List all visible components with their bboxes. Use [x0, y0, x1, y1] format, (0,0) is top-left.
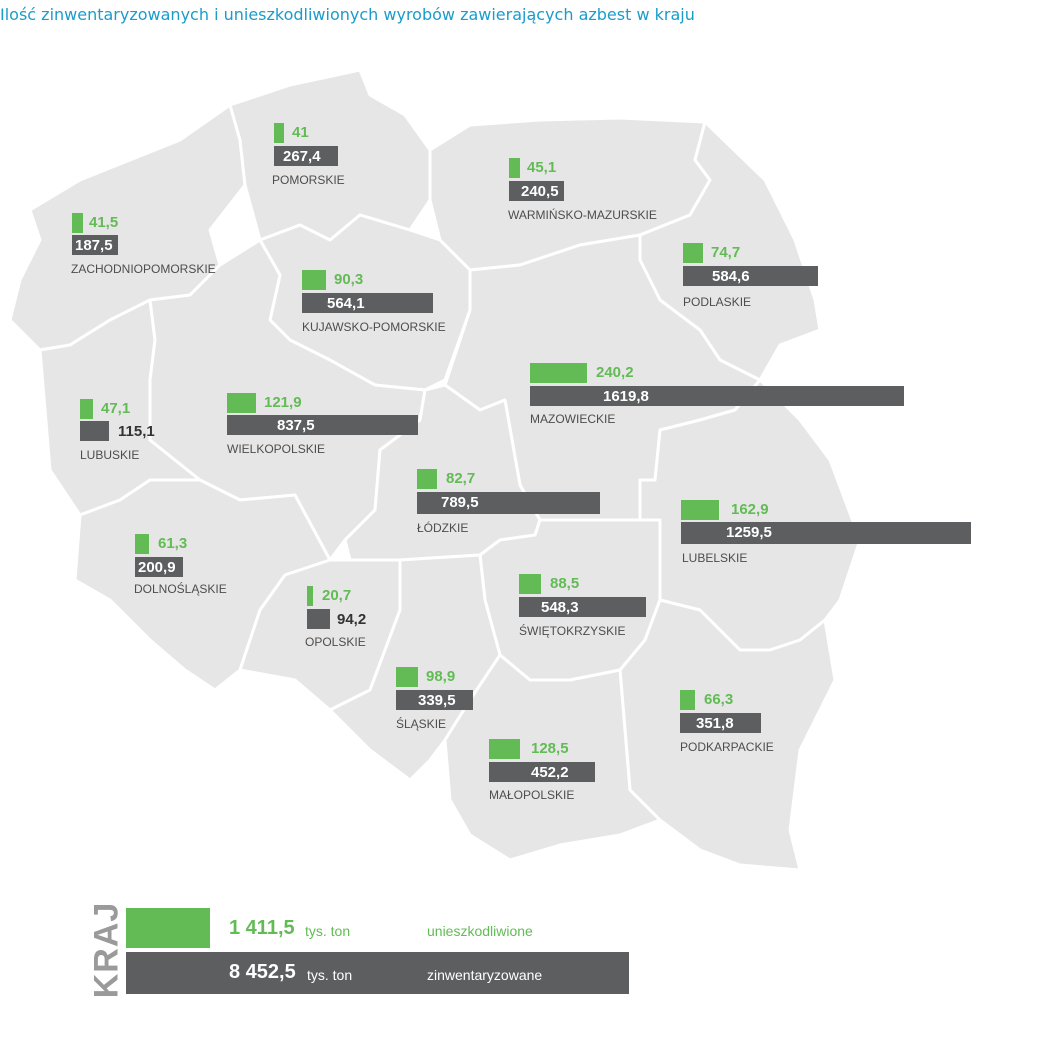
inventoried-value: 452,2 [531, 764, 569, 781]
inventoried-value: 240,5 [521, 183, 559, 200]
region-name: WARMIŃSKO-MAZURSKIE [508, 208, 657, 222]
disposed-value: 45,1 [527, 159, 557, 176]
inventoried-value: 584,6 [712, 268, 750, 285]
disposed-value: 90,3 [334, 271, 364, 288]
disposed-value: 74,7 [711, 244, 741, 261]
total-inventoried-bar [126, 952, 629, 994]
disposed-bar [227, 393, 256, 413]
disposed-value: 162,9 [731, 501, 769, 518]
region-name: PODKARPACKIE [680, 740, 774, 754]
inventoried-bar [681, 522, 971, 544]
disposed-value: 82,7 [446, 470, 476, 487]
disposed-bar [681, 500, 719, 520]
region-malopolskie [443, 653, 662, 862]
disposed-value: 20,7 [322, 587, 352, 604]
inventoried-bar [307, 609, 330, 629]
inventoried-value: 564,1 [327, 295, 365, 312]
inventoried-bar [530, 386, 904, 406]
total-disposed-bar [126, 908, 210, 948]
total-disposed-label: unieszkodliwione [427, 923, 533, 939]
region-name: LUBUSKIE [80, 448, 140, 462]
disposed-bar [307, 586, 313, 606]
total-inventoried-label: zinwentaryzowane [427, 967, 543, 983]
inventoried-value: 1259,5 [726, 524, 772, 541]
disposed-bar [509, 158, 520, 178]
total-disposed-value: 1 411,5 [229, 917, 295, 939]
disposed-bar [683, 243, 703, 263]
region-name: ZACHODNIOPOMORSKIE [71, 262, 216, 276]
inventoried-value: 1619,8 [603, 388, 649, 405]
inventoried-value: 115,1 [118, 423, 155, 440]
disposed-value: 121,9 [264, 394, 302, 411]
region-podkarpackie [618, 598, 837, 872]
disposed-bar [519, 574, 541, 594]
disposed-value: 47,1 [101, 400, 131, 417]
disposed-bar [680, 690, 695, 710]
country-label: KRAJ [87, 901, 126, 999]
inventoried-bar [680, 713, 761, 733]
region-name: MAZOWIECKIE [530, 412, 616, 426]
inventoried-bar [489, 762, 595, 782]
disposed-value: 98,9 [426, 668, 456, 685]
inventoried-value: 267,4 [283, 148, 321, 165]
disposed-value: 61,3 [158, 535, 188, 552]
region-name: OPOLSKIE [305, 635, 366, 649]
disposed-bar [489, 739, 520, 759]
disposed-bar [274, 123, 284, 143]
disposed-bar [530, 363, 587, 383]
inventoried-value: 789,5 [441, 494, 479, 511]
disposed-bar [135, 534, 149, 554]
inventoried-value: 548,3 [541, 599, 579, 616]
inventoried-bar [274, 146, 338, 166]
inventoried-bar [227, 415, 418, 435]
total-inventoried-unit: tys. ton [307, 967, 353, 983]
inventoried-value: 94,2 [337, 611, 367, 628]
inventoried-bar [72, 235, 118, 255]
chart-title: Ilość zinwentaryzowanych i unieszkodliwi… [0, 5, 695, 24]
inventoried-value: 200,9 [138, 559, 176, 576]
disposed-value: 240,2 [596, 364, 634, 381]
disposed-bar [72, 213, 83, 233]
inventoried-value: 837,5 [277, 417, 315, 434]
total-disposed-unit: tys. ton [305, 923, 351, 939]
inventoried-bar [683, 266, 818, 286]
total-inventoried-value: 8 452,5 [229, 961, 296, 983]
region-name: KUJAWSKO-POMORSKIE [302, 320, 446, 334]
region-name: DOLNOŚLĄSKIE [134, 582, 227, 596]
inventoried-bar [417, 492, 600, 514]
disposed-value: 128,5 [531, 740, 569, 757]
region-name: WIELKOPOLSKIE [227, 442, 326, 456]
disposed-value: 41,5 [89, 214, 119, 231]
region-name: PODLASKIE [683, 295, 752, 309]
region-name: LUBELSKIE [682, 551, 748, 565]
inventoried-bar [519, 597, 646, 617]
region-name: POMORSKIE [272, 173, 345, 187]
inventoried-bar [302, 293, 433, 313]
inventoried-bar [80, 421, 109, 441]
inventoried-bar [509, 181, 564, 201]
disposed-bar [396, 667, 418, 687]
disposed-value: 41 [292, 124, 309, 141]
inventoried-value: 351,8 [696, 715, 734, 732]
disposed-bar [302, 270, 326, 290]
inventoried-bar [396, 690, 473, 710]
region-name: ŚLĄSKIE [396, 717, 447, 731]
region-name: MAŁOPOLSKIE [489, 788, 575, 802]
disposed-bar [80, 399, 93, 419]
disposed-value: 66,3 [704, 691, 734, 708]
disposed-value: 88,5 [550, 575, 580, 592]
inventoried-bar [135, 557, 183, 577]
region-name: ŚWIĘTOKRZYSKIE [519, 624, 626, 638]
region-name: ŁÓDZKIE [417, 521, 469, 535]
inventoried-value: 339,5 [418, 692, 456, 709]
disposed-bar [417, 469, 437, 489]
inventoried-value: 187,5 [75, 237, 113, 254]
